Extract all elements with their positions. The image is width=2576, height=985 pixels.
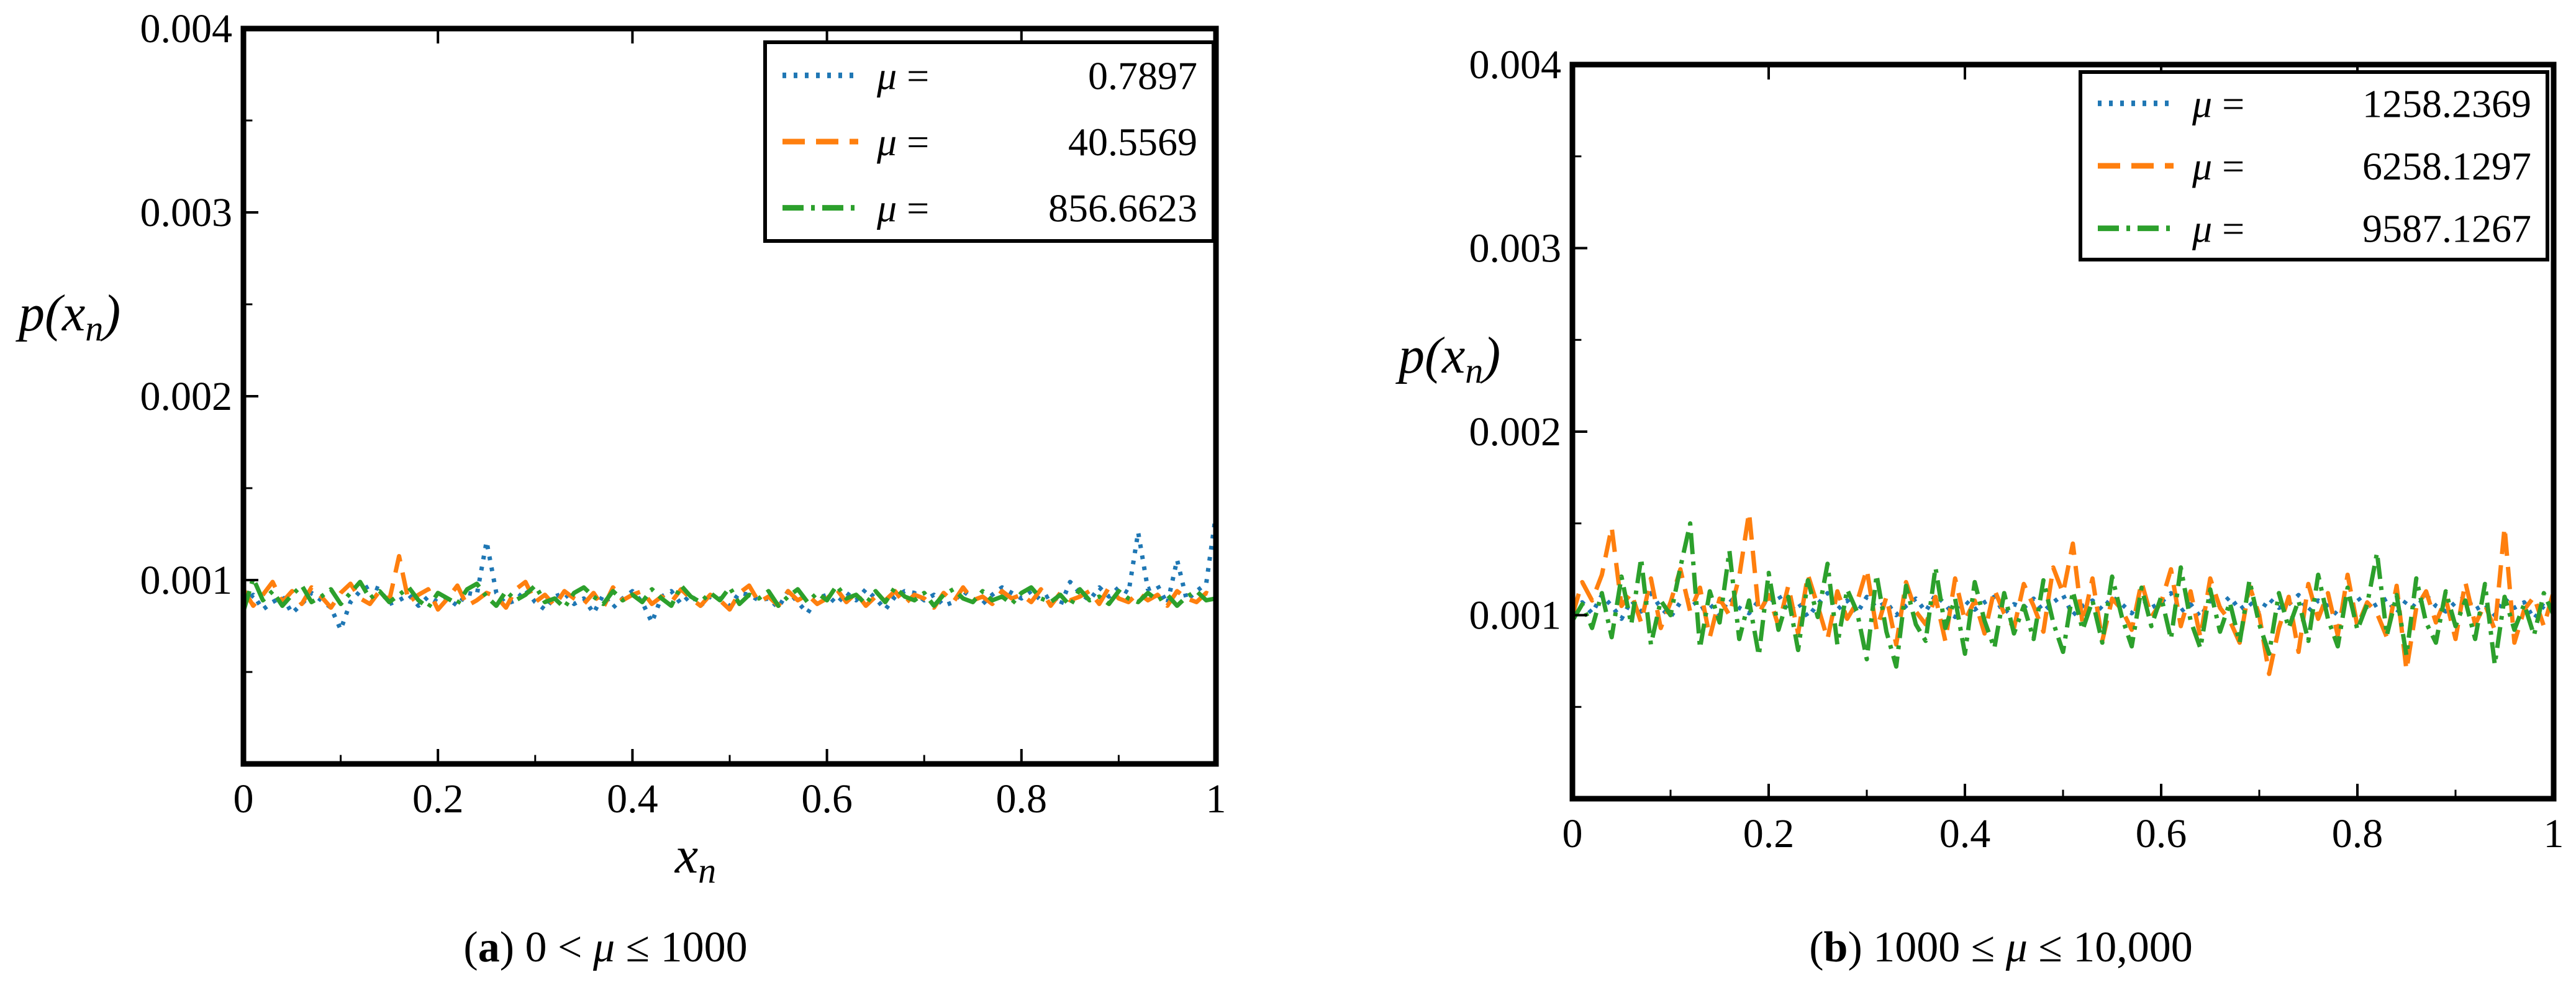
y-tick-label: 0.002 — [140, 374, 233, 419]
chart-b: 0 0.2 0.4 0.6 0.8 1 0.001 0.002 0.003 0.004 p(xn) μ… — [1395, 42, 2564, 971]
legend-value: 0.7897 — [1088, 53, 1197, 98]
legend-value: 40.5569 — [1068, 120, 1197, 164]
x-tick-label: 0.4 — [607, 776, 658, 822]
x-tick-label: 0.8 — [996, 776, 1048, 822]
legend-label: μ = — [876, 120, 929, 164]
x-tick-label: 1 — [2544, 811, 2564, 856]
y-tick-label: 0.004 — [140, 6, 233, 52]
series-line-dashdot — [243, 576, 1216, 612]
x-tick-label: 0.2 — [412, 776, 464, 822]
legend-label: μ = — [2192, 207, 2244, 251]
series-line-dotted — [243, 513, 1216, 632]
y-tick-label: 0.001 — [140, 558, 233, 603]
chart-a: 0 0.2 0.4 0.6 0.8 1 0.001 0.002 0.003 0.004 p(xn) x… — [16, 6, 1227, 971]
y-tick-label: 0.003 — [140, 190, 233, 235]
x-tick-label: 0 — [1562, 811, 1583, 856]
x-tick-label: 1 — [1206, 776, 1227, 822]
legend-value: 6258.1297 — [2362, 144, 2531, 188]
legend-value: 856.6623 — [1048, 186, 1197, 230]
y-axis-label: p(xn) — [16, 284, 120, 348]
y-tick-label: 0.004 — [1469, 42, 1562, 88]
legend-label: μ = — [2192, 81, 2244, 125]
panel-caption: (b) 1000 ≤ μ ≤ 10,000 — [1809, 924, 2193, 971]
panel-caption: (a) 0 < μ ≤ 1000 — [463, 924, 747, 971]
legend-label: μ = — [2192, 144, 2244, 188]
x-tick-label: 0 — [234, 776, 254, 822]
series-lines — [1572, 510, 2554, 676]
x-tick-label: 0.2 — [1743, 811, 1795, 856]
legend: μ = 1258.2369 μ = 6258.1297 μ = 9587.1267 — [2079, 70, 2549, 261]
x-axis-label: xn — [674, 827, 716, 891]
legend-label: μ = — [876, 53, 929, 98]
legend-label: μ = — [876, 186, 929, 230]
y-tick-label: 0.002 — [1469, 409, 1562, 455]
legend-value: 9587.1267 — [2362, 207, 2531, 251]
legend-value: 1258.2369 — [2362, 81, 2531, 125]
y-tick-label: 0.003 — [1469, 226, 1562, 271]
y-axis-label: p(xn) — [1395, 327, 1500, 391]
x-tick-label: 0.6 — [801, 776, 853, 822]
series-lines — [243, 513, 1216, 632]
x-tick-label: 0.6 — [2136, 811, 2187, 856]
y-tick-label: 0.001 — [1469, 593, 1562, 638]
x-tick-label: 0.4 — [1939, 811, 1991, 856]
legend: μ = 0.7897 μ = 40.5569 μ = 856.6623 — [763, 40, 1215, 243]
x-tick-label: 0.8 — [2332, 811, 2383, 856]
series-line-dashdot — [1572, 521, 2554, 669]
